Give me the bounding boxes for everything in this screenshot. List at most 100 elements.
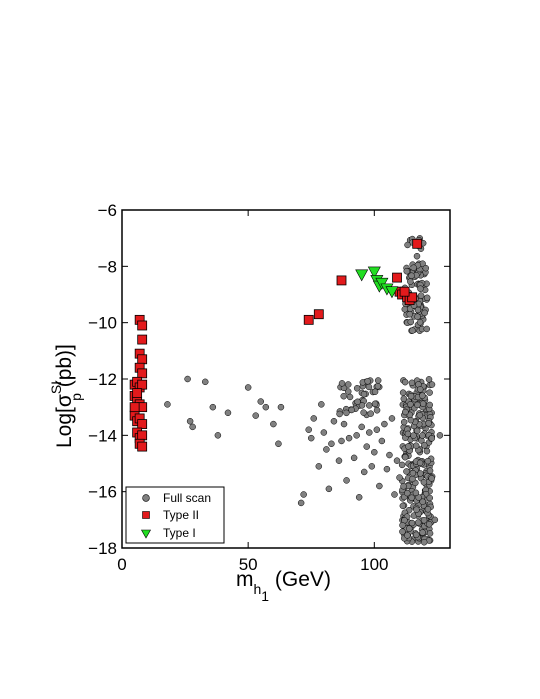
point-full-scan — [407, 416, 415, 424]
point-full-scan — [407, 401, 414, 408]
point-full-scan — [419, 529, 426, 536]
point-full-scan — [374, 382, 382, 390]
point-full-scan — [412, 442, 420, 449]
x-tick-label: 50 — [239, 555, 258, 574]
point-full-scan — [383, 465, 391, 473]
point-full-scan — [315, 463, 323, 470]
y-axis-label: Log[σSIp (pb)] — [48, 344, 84, 448]
point-type-ii — [336, 275, 347, 286]
point-full-scan — [367, 410, 374, 417]
point-full-scan — [393, 457, 401, 464]
point-full-scan — [262, 403, 270, 411]
legend-marker-full-scan — [142, 494, 150, 502]
point-full-scan — [354, 398, 361, 406]
point-type-ii — [137, 379, 148, 390]
point-full-scan — [371, 400, 379, 408]
point-full-scan — [400, 395, 408, 402]
point-full-scan — [410, 264, 417, 271]
x-tick-label: 0 — [117, 555, 126, 574]
point-full-scan — [412, 489, 420, 497]
point-full-scan — [358, 402, 366, 409]
point-full-scan — [368, 463, 376, 470]
point-full-scan — [371, 388, 379, 396]
point-type-i — [367, 266, 381, 279]
point-full-scan — [343, 409, 350, 417]
point-full-scan — [378, 437, 386, 445]
point-full-scan — [399, 528, 406, 535]
y-tick-label: −6 — [98, 201, 117, 220]
point-full-scan — [420, 479, 428, 486]
point-full-scan — [300, 491, 307, 498]
point-full-scan — [386, 451, 393, 459]
y-tick-label: −8 — [98, 257, 117, 276]
point-full-scan — [335, 457, 343, 464]
point-full-scan — [275, 440, 282, 448]
point-full-scan — [323, 446, 330, 453]
point-full-scan — [416, 459, 424, 467]
point-full-scan — [391, 491, 398, 498]
point-full-scan — [425, 420, 432, 427]
point-full-scan — [338, 380, 346, 387]
point-full-scan — [421, 442, 428, 449]
point-full-scan — [416, 411, 423, 419]
point-full-scan — [428, 475, 435, 482]
point-full-scan — [344, 381, 352, 388]
point-full-scan — [401, 453, 409, 461]
point-full-scan — [202, 378, 209, 386]
point-type-ii — [137, 441, 148, 452]
point-full-scan — [318, 401, 325, 408]
point-type-ii — [407, 292, 418, 303]
point-type-ii — [412, 238, 423, 249]
point-type-ii — [392, 272, 402, 283]
point-type-ii — [137, 430, 148, 441]
point-full-scan — [401, 378, 409, 386]
point-full-scan — [371, 448, 378, 456]
point-full-scan — [340, 392, 347, 400]
point-full-scan — [417, 292, 425, 299]
point-full-scan — [330, 418, 338, 425]
point-full-scan — [381, 420, 388, 428]
point-full-scan — [376, 482, 383, 490]
point-full-scan — [270, 420, 277, 428]
point-full-scan — [353, 432, 360, 439]
point-full-scan — [413, 427, 421, 435]
point-full-scan — [348, 406, 355, 414]
point-full-scan — [405, 443, 412, 450]
point-full-scan — [345, 434, 353, 442]
point-full-scan — [336, 410, 343, 418]
point-full-scan — [425, 521, 433, 528]
point-full-scan — [374, 377, 382, 384]
point-full-scan — [423, 325, 430, 333]
point-full-scan — [363, 443, 370, 450]
point-full-scan — [414, 401, 421, 409]
point-full-scan — [184, 375, 191, 383]
point-full-scan — [400, 483, 407, 490]
point-type-i — [355, 269, 369, 282]
point-full-scan — [244, 384, 252, 391]
point-full-scan — [424, 505, 432, 513]
y-tick-label: −10 — [88, 314, 117, 333]
point-full-scan — [404, 241, 411, 249]
point-full-scan — [416, 386, 424, 393]
point-full-scan — [224, 409, 232, 417]
point-type-ii — [137, 368, 148, 379]
point-full-scan — [373, 407, 381, 414]
point-type-ii — [399, 286, 410, 297]
point-full-scan — [408, 494, 415, 502]
point-full-scan — [426, 530, 434, 537]
point-full-scan — [420, 517, 428, 524]
legend-marker-type-ii — [142, 511, 150, 519]
point-full-scan — [423, 294, 431, 302]
point-full-scan — [209, 403, 217, 411]
point-full-scan — [360, 390, 368, 398]
point-full-scan — [398, 461, 406, 469]
point-full-scan — [420, 539, 428, 546]
point-full-scan — [408, 272, 415, 280]
point-full-scan — [277, 403, 285, 411]
point-full-scan — [428, 381, 436, 388]
point-full-scan — [407, 392, 415, 400]
point-full-scan — [399, 522, 406, 529]
legend-label-type-ii: Type II — [163, 508, 199, 522]
point-full-scan — [415, 519, 422, 526]
point-full-scan — [365, 383, 373, 391]
